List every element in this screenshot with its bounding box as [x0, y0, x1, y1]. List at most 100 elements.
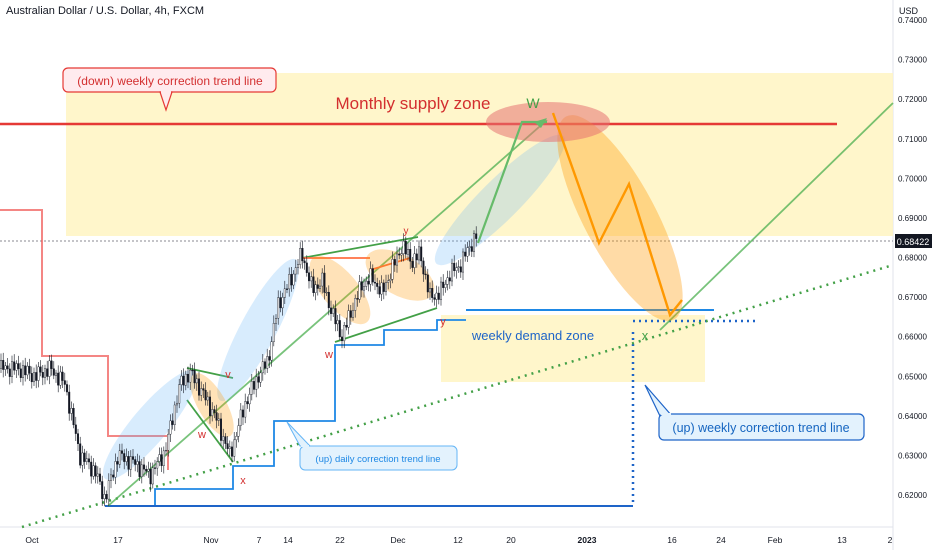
weekly-demand-zone: [441, 315, 705, 382]
y-tick-label: 0.63000: [898, 451, 927, 460]
x-tick-label: 2023: [578, 535, 597, 545]
candle-body: [277, 297, 280, 319]
candle-body: [453, 262, 456, 271]
candle-body: [65, 384, 68, 393]
candle-body: [440, 281, 443, 300]
candle-body: [180, 375, 183, 385]
candle-body: [404, 240, 407, 255]
wave-label-x1: x: [240, 475, 246, 487]
candle-body: [197, 378, 200, 396]
candle-body: [76, 433, 79, 444]
candle-body: [162, 450, 165, 466]
candle-body: [299, 248, 302, 265]
x-tick-label: 16: [667, 535, 677, 545]
candle-body: [341, 336, 344, 342]
price-axis[interactable]: 0.74000 0.73000 0.72000 0.71000 0.70000 0.690…: [898, 16, 927, 500]
candle-body: [437, 292, 440, 300]
candle-body: [24, 365, 27, 376]
candle-body: [400, 253, 403, 256]
candle-body: [48, 360, 51, 377]
candle-body: [103, 494, 106, 500]
candle-body: [371, 268, 374, 283]
candle-body: [70, 408, 73, 414]
candle-body: [98, 473, 101, 482]
candle-body: [195, 378, 198, 384]
wave-label-y1: y: [404, 226, 409, 237]
candle-body: [145, 468, 148, 472]
candle-body: [215, 412, 218, 421]
y-tick-label: 0.68000: [898, 254, 927, 263]
candle-body: [175, 402, 178, 406]
candle-body: [336, 320, 339, 325]
candle-body: [96, 473, 99, 477]
candle-body: [118, 450, 121, 465]
candle-body: [365, 280, 368, 287]
candle-body: [235, 436, 238, 441]
candle-body: [125, 456, 128, 462]
candle-body: [228, 446, 231, 449]
candle-body: [123, 453, 126, 462]
candle-body: [402, 240, 405, 254]
candle-body: [422, 260, 425, 275]
candle-body: [189, 369, 192, 383]
y-tick-label: 0.65000: [898, 372, 927, 381]
candle-body: [396, 253, 399, 266]
candle-body: [72, 408, 75, 426]
candle-body: [301, 248, 304, 262]
green-wedge-bottom: [334, 307, 438, 343]
x-tick-label: 14: [283, 535, 293, 545]
currency-label: USD: [899, 6, 919, 16]
candle-body: [156, 461, 159, 469]
candle-body: [455, 267, 458, 271]
candle-body: [52, 368, 55, 376]
candle-body: [316, 284, 319, 289]
candle-body: [114, 461, 117, 478]
time-axis[interactable]: Oct 17 Nov 7 14 22 Dec 12 20 2023 16 24 Feb 13 2: [25, 535, 892, 545]
candle-body: [173, 404, 176, 425]
down-weekly-label: (down) weekly correction trend line: [77, 74, 263, 88]
candle-body: [127, 456, 130, 470]
candle-body: [431, 288, 434, 298]
y-tick-label: 0.69000: [898, 214, 927, 223]
candle-body: [85, 458, 88, 462]
chart-title: Australian Dollar / U.S. Dollar, 4h, FXC…: [6, 5, 205, 17]
candle-body: [129, 456, 132, 470]
candle-body: [186, 373, 189, 383]
candle-body: [433, 297, 436, 300]
candle-body: [475, 233, 478, 239]
candle-body: [184, 373, 187, 386]
y-tick-label: 0.71000: [898, 135, 927, 144]
candle-body: [272, 323, 275, 342]
orange-projection-zone: [557, 115, 683, 321]
candles: [0, 226, 478, 507]
candle-body: [33, 372, 36, 383]
candle-body: [398, 253, 401, 256]
wave-label-X: x: [642, 328, 649, 343]
candle-body: [442, 281, 445, 288]
candle-body: [4, 365, 7, 370]
candle-body: [233, 439, 236, 457]
y-tick-label: 0.72000: [898, 95, 927, 104]
candle-body: [325, 291, 328, 294]
candle-body: [385, 282, 388, 292]
candle-body: [305, 262, 308, 273]
candle-body: [261, 361, 264, 374]
candle-body: [200, 388, 203, 396]
supply-target-ellipse: [486, 102, 610, 142]
candle-body: [292, 273, 295, 286]
candle-body: [387, 280, 390, 283]
last-price-value: 0.68422: [897, 237, 930, 247]
candle-body: [446, 277, 449, 285]
green-wedge-top: [301, 236, 419, 259]
candle-body: [297, 264, 300, 268]
candle-body: [321, 272, 324, 287]
candle-body: [356, 298, 359, 300]
candle-body: [407, 249, 410, 255]
candle-body: [55, 372, 58, 376]
x-tick-label: Feb: [768, 535, 783, 545]
candle-body: [68, 391, 71, 414]
candle-body: [171, 420, 174, 425]
candle-body: [391, 259, 394, 280]
candle-body: [217, 418, 220, 421]
